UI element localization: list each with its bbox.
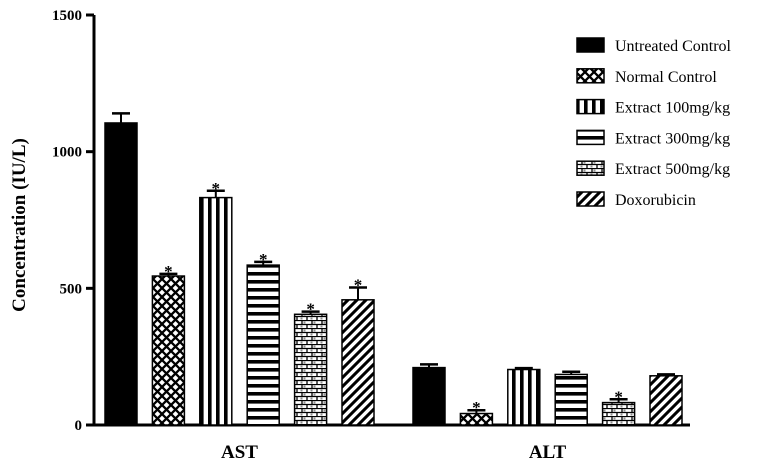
- bar: [246, 264, 280, 426]
- bar: [104, 122, 138, 426]
- significance-marker: *: [164, 262, 173, 281]
- significance-marker: *: [259, 250, 268, 269]
- significance-marker: *: [614, 387, 623, 406]
- bar: [151, 275, 186, 426]
- bars: * * * * * * *: [104, 112, 683, 426]
- legend-swatch: [576, 37, 605, 53]
- x-tick-label: AST: [221, 442, 258, 463]
- legend-swatch: [576, 129, 605, 146]
- bar: [649, 375, 683, 426]
- legend-swatch: [576, 98, 605, 115]
- bar: [412, 366, 446, 426]
- y-axis-title: Concentration (IU/L): [9, 138, 30, 312]
- y-tick-label: 1000: [52, 145, 82, 161]
- significance-marker: *: [306, 300, 315, 319]
- legend-label: Untreated Control: [615, 38, 732, 55]
- y-tick-label: 500: [60, 281, 83, 297]
- significance-marker: *: [354, 276, 363, 295]
- bar: [293, 313, 328, 426]
- legend: Untreated Control Normal Control Extract 1…: [576, 37, 732, 209]
- significance-marker: *: [212, 179, 221, 198]
- bar: [554, 373, 588, 426]
- legend-swatch: [576, 160, 605, 176]
- legend-label: Extract 300mg/kg: [615, 130, 730, 147]
- legend-swatch: [576, 191, 605, 207]
- legend-swatch: [576, 68, 605, 84]
- bar: [341, 299, 375, 426]
- legend-label: Extract 500mg/kg: [615, 161, 730, 178]
- y-tick-label: 1500: [52, 8, 82, 24]
- significance-marker: *: [472, 398, 481, 417]
- y-tick-label: 0: [75, 418, 83, 434]
- axes: 0 500 1000 1500 Concentration (IU/L) AST ALT: [9, 8, 690, 463]
- bar: [199, 196, 233, 426]
- x-tick-label: ALT: [529, 442, 567, 463]
- legend-label: Doxorubicin: [615, 192, 696, 209]
- bar: [507, 368, 541, 426]
- legend-label: Normal Control: [615, 69, 717, 86]
- legend-label: Extract 100mg/kg: [615, 100, 730, 117]
